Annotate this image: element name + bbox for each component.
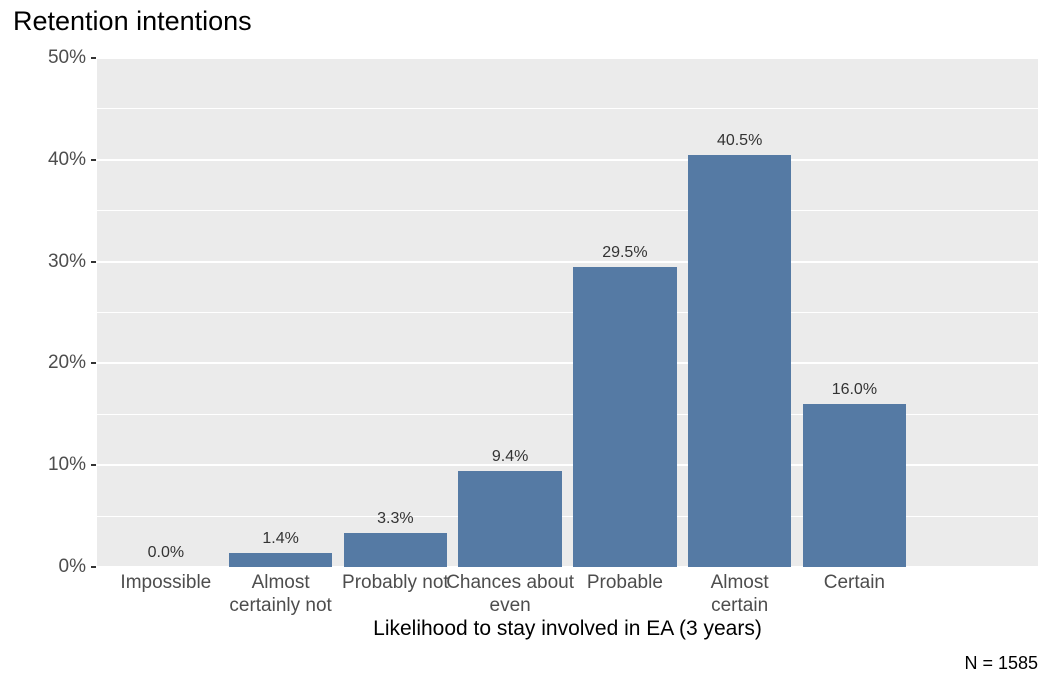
bar: [343, 533, 447, 567]
x-tick-label: Probably not: [342, 571, 449, 594]
chart-title: Retention intentions: [13, 6, 252, 36]
x-tick-label-line: certainly not: [229, 595, 332, 616]
y-tick-label: 10%: [47, 454, 86, 476]
y-tick-label: 40%: [47, 148, 86, 170]
bar-value-label: 3.3%: [377, 510, 414, 528]
x-axis-title: Likelihood to stay involved in EA (3 yea…: [373, 617, 762, 640]
gridline-major: [97, 362, 1038, 365]
y-tick-mark: [91, 158, 96, 161]
bar: [802, 404, 907, 567]
sample-size-note: N = 1585: [964, 653, 1038, 673]
bar-value-label: 1.4%: [262, 529, 299, 547]
y-tick-mark: [91, 464, 96, 467]
bar-value-label: 9.4%: [491, 448, 529, 466]
bar-value-label: 16.0%: [831, 381, 878, 399]
gridline-major: [97, 57, 1038, 59]
bar-value-label: 0.0%: [147, 544, 185, 561]
x-tick-label: Almost certainly not: [229, 571, 331, 617]
gridline-minor: [97, 312, 1038, 313]
x-tick-label-line: Almost: [710, 572, 769, 593]
x-tick-label-line: Almost: [251, 572, 310, 593]
y-tick-mark: [91, 566, 96, 568]
bar-value-label: 29.5%: [602, 243, 648, 261]
x-tick-label-line: Probable: [586, 572, 663, 593]
y-tick-label: 0%: [58, 556, 86, 577]
y-tick-label: 30%: [47, 250, 86, 272]
y-tick-mark: [91, 362, 96, 365]
gridline-minor: [97, 108, 1038, 110]
bar: [228, 552, 333, 567]
x-tick-label-line: Impossible: [120, 572, 212, 593]
y-tick-label: 20%: [47, 352, 86, 374]
x-tick-label-line: Certain: [823, 572, 885, 593]
x-tick-label-line: even: [489, 595, 531, 616]
x-tick-label: Probable: [587, 571, 663, 594]
bar: [458, 471, 562, 567]
x-tick-label-line: Probably not: [342, 572, 449, 593]
y-tick-mark: [91, 260, 96, 263]
gridline-minor: [97, 210, 1038, 212]
bar: [687, 154, 792, 567]
y-tick-label: 50%: [47, 47, 86, 68]
gridline-major: [97, 566, 1038, 568]
gridline-major: [97, 260, 1038, 263]
x-tick-label: Chances about even: [446, 571, 574, 617]
x-tick-label: Impossible: [120, 571, 211, 594]
plot-panel: 0.0% 1.4% 3.3% 9.4% 29.5% 40.5% 16.0%: [97, 57, 1038, 568]
gridline-minor: [97, 413, 1038, 415]
x-tick-label: Certain: [824, 571, 885, 594]
gridline-major: [97, 158, 1038, 161]
gridline-major: [97, 464, 1038, 467]
x-tick-label: Almost certain: [711, 571, 769, 617]
bar: [573, 266, 677, 567]
y-tick-mark: [91, 57, 96, 59]
x-tick-label-line: Chances about: [446, 572, 575, 593]
x-tick-label-line: certain: [711, 595, 769, 616]
gridline-minor: [97, 515, 1038, 517]
bar-value-label: 40.5%: [716, 131, 763, 149]
